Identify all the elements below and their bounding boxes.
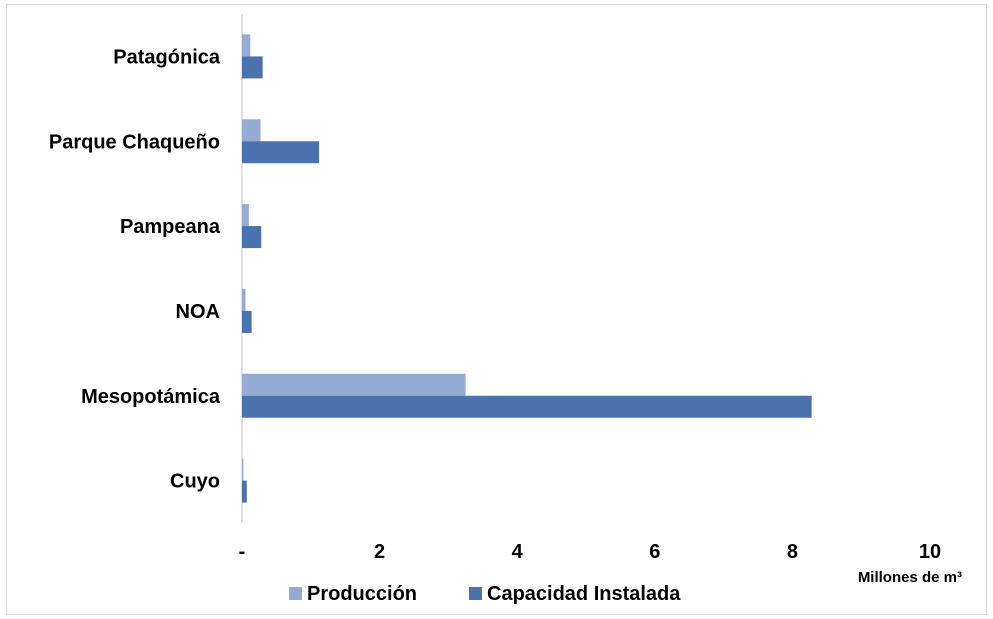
bar-produccion-5 [242, 459, 243, 481]
bar-produccion-1 [242, 119, 261, 141]
legend-swatch-produccion [289, 587, 302, 600]
x-tick-label: - [239, 541, 246, 563]
bar-capacidad-1 [242, 141, 319, 163]
bar-capacidad-3 [242, 311, 252, 333]
bar-capacidad-5 [242, 481, 247, 503]
legend: Producción Capacidad Instalada [289, 583, 681, 605]
category-label: Pampeana [120, 216, 221, 238]
x-tick-label: 8 [787, 541, 798, 563]
bar-capacidad-2 [242, 226, 261, 248]
bars-layer [242, 34, 812, 502]
x-axis-unit-label: Millones de m³ [858, 569, 962, 586]
bar-produccion-4 [242, 374, 466, 396]
bar-produccion-0 [242, 34, 250, 56]
x-tick-label: 4 [512, 541, 524, 563]
bar-capacidad-0 [242, 56, 263, 78]
x-tick-label: 2 [374, 541, 385, 563]
x-tick-label: 6 [649, 541, 660, 563]
category-label: Mesopotámica [81, 386, 221, 408]
bar-produccion-3 [242, 289, 245, 311]
category-label: Patagónica [113, 46, 221, 68]
category-label: Cuyo [170, 471, 220, 493]
category-label: NOA [176, 301, 220, 323]
bar-produccion-2 [242, 204, 249, 226]
bar-capacidad-4 [242, 396, 812, 418]
legend-label-capacidad: Capacidad Instalada [487, 583, 681, 605]
category-label: Parque Chaqueño [49, 131, 220, 153]
legend-label-produccion: Producción [307, 583, 417, 605]
labels-layer: Patagónica Parque Chaqueño Pampeana NOA Meso… [49, 46, 962, 586]
legend-swatch-capacidad [469, 587, 482, 600]
x-tick-label: 10 [919, 541, 941, 563]
